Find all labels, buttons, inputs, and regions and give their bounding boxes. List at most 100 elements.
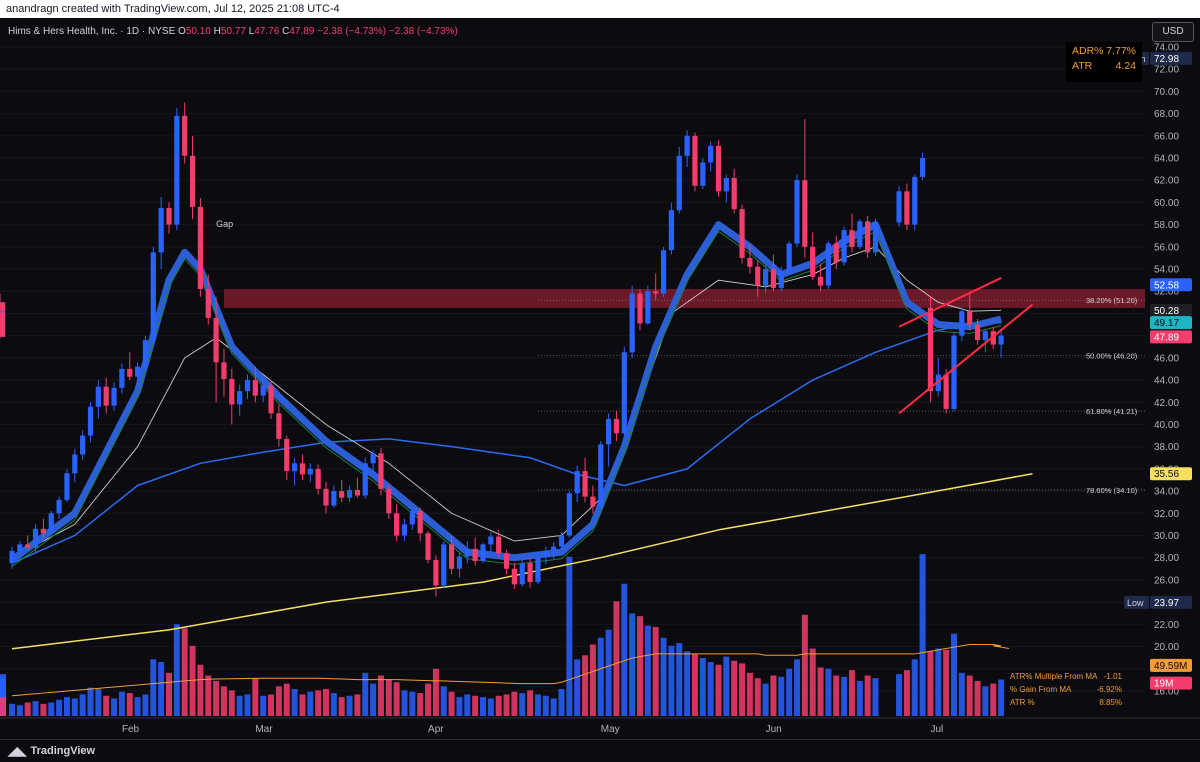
fib-label: 78.60% (34.10)	[1086, 486, 1138, 495]
price-badge: 49.17	[1150, 316, 1192, 330]
volume-bar	[307, 691, 314, 716]
price-tick-label: 46.00	[1154, 353, 1179, 364]
volume-bar	[778, 676, 785, 716]
time-tick-label: Feb	[122, 724, 140, 735]
fibonacci-levels: 38.20% (51.20) 50.00% (46.20) 61.80% (41.2…	[537, 296, 1145, 495]
candle-body	[527, 563, 533, 583]
volume-bar	[32, 701, 39, 716]
price-badge-box	[1150, 316, 1192, 330]
volume-bar	[142, 694, 149, 716]
volume-bar	[621, 583, 628, 716]
volume-bar	[896, 674, 903, 716]
volume-bar	[118, 691, 125, 716]
candle-body	[700, 162, 706, 186]
candle-body	[237, 391, 243, 405]
candle-body	[56, 499, 62, 514]
candle-body	[582, 471, 588, 497]
candle-body	[551, 546, 557, 552]
candle-body	[64, 473, 70, 500]
volume-bar	[401, 690, 408, 716]
candle-body	[150, 252, 156, 341]
candle-body	[778, 271, 784, 288]
volume-bar	[951, 633, 957, 716]
price-tick-label: 66.00	[1154, 131, 1179, 142]
tradingview-logo-icon: ◢◣	[8, 744, 27, 758]
candle-body	[841, 230, 847, 263]
volume-bar	[801, 614, 808, 716]
candle-body	[621, 352, 627, 434]
candle-body	[668, 210, 674, 251]
volume-bar	[597, 637, 604, 716]
volume-bar	[425, 683, 432, 716]
wedge-upper-line	[898, 277, 1002, 328]
volume-bar	[998, 679, 1005, 716]
candle-body	[865, 221, 871, 253]
candle-body	[197, 206, 203, 290]
volume-bar	[715, 664, 722, 716]
volume-bar	[786, 668, 793, 716]
candle-body	[684, 135, 690, 156]
volume-bar	[770, 675, 777, 716]
candle-body	[394, 513, 400, 536]
candle-body	[503, 553, 510, 569]
sma200-line	[11, 473, 1033, 650]
adr-atr-panel: ADR% 7.77% ATR 4.24	[1066, 42, 1142, 82]
volume-bar	[864, 675, 871, 716]
candle-body	[974, 324, 981, 341]
candle-body	[935, 374, 941, 392]
volume-bar	[637, 616, 643, 716]
candle-body	[872, 222, 879, 253]
candle-body	[284, 438, 290, 472]
candle-body	[205, 289, 211, 318]
volume-bar	[472, 695, 479, 716]
candle-body	[763, 269, 769, 286]
ma-metrics-panel: ATR% Multiple From MA -1.01 % Gain From M…	[1010, 672, 1122, 711]
candle-body	[315, 468, 321, 489]
volume-bar	[872, 678, 879, 716]
price-tick-label: 32.00	[1154, 509, 1179, 520]
candle-body	[339, 491, 345, 498]
footer-bar: ◢◣ TradingView	[0, 739, 1200, 762]
volume-bar	[935, 648, 942, 716]
metric-value: -1.01	[1103, 672, 1122, 681]
price-axis-bg	[1150, 18, 1200, 739]
volume-bar	[574, 659, 581, 716]
volume-bar	[268, 694, 275, 716]
price-chart[interactable]: 38.20% (51.20) 50.00% (46.20) 61.80% (41.2…	[0, 18, 1200, 739]
volume-bar	[228, 690, 235, 716]
candle-body	[543, 551, 549, 557]
price-badge-box	[1150, 676, 1192, 690]
tradingview-logo[interactable]: ◢◣ TradingView	[8, 740, 95, 762]
low-value: 47.76	[254, 26, 280, 37]
volume-bar	[754, 678, 761, 716]
candle-body	[653, 291, 659, 294]
price-tick-label: 16.00	[1154, 686, 1179, 697]
volume-bar	[762, 683, 769, 716]
volume-bar	[487, 698, 494, 716]
open-value: 50.10	[185, 26, 211, 37]
price-badge-label: Low	[1127, 598, 1144, 608]
volume-bar	[0, 697, 6, 716]
volume-bar	[511, 691, 518, 716]
candle-body	[127, 368, 133, 377]
price-badge-value: 47.89	[1154, 332, 1179, 343]
candle-body	[747, 257, 753, 267]
volume-bar	[346, 695, 353, 716]
volume-bar	[629, 613, 636, 716]
candle-body	[25, 544, 31, 548]
price-tick-label: 62.00	[1154, 176, 1179, 187]
price-badge: 52.58	[1150, 278, 1192, 292]
price-axis: 74.00 72.00 70.00 68.00 66.00 64.00 62.00 60.00…	[1150, 18, 1200, 739]
sma50-line	[11, 321, 1002, 564]
volume-bar	[63, 697, 70, 716]
currency-button[interactable]: USD	[1152, 22, 1194, 42]
volume-bar	[542, 695, 549, 716]
volume-bar	[480, 697, 486, 716]
price-badge: 49.59M	[1150, 658, 1192, 672]
volume-bar	[385, 679, 392, 716]
volume-bar	[605, 629, 612, 716]
price-badge-value: 50.28	[1154, 306, 1179, 317]
chart-author-title: anandragn created with TradingView.com, …	[6, 3, 340, 15]
volume-bar	[927, 651, 934, 716]
price-tick-label: 30.00	[1154, 531, 1179, 542]
